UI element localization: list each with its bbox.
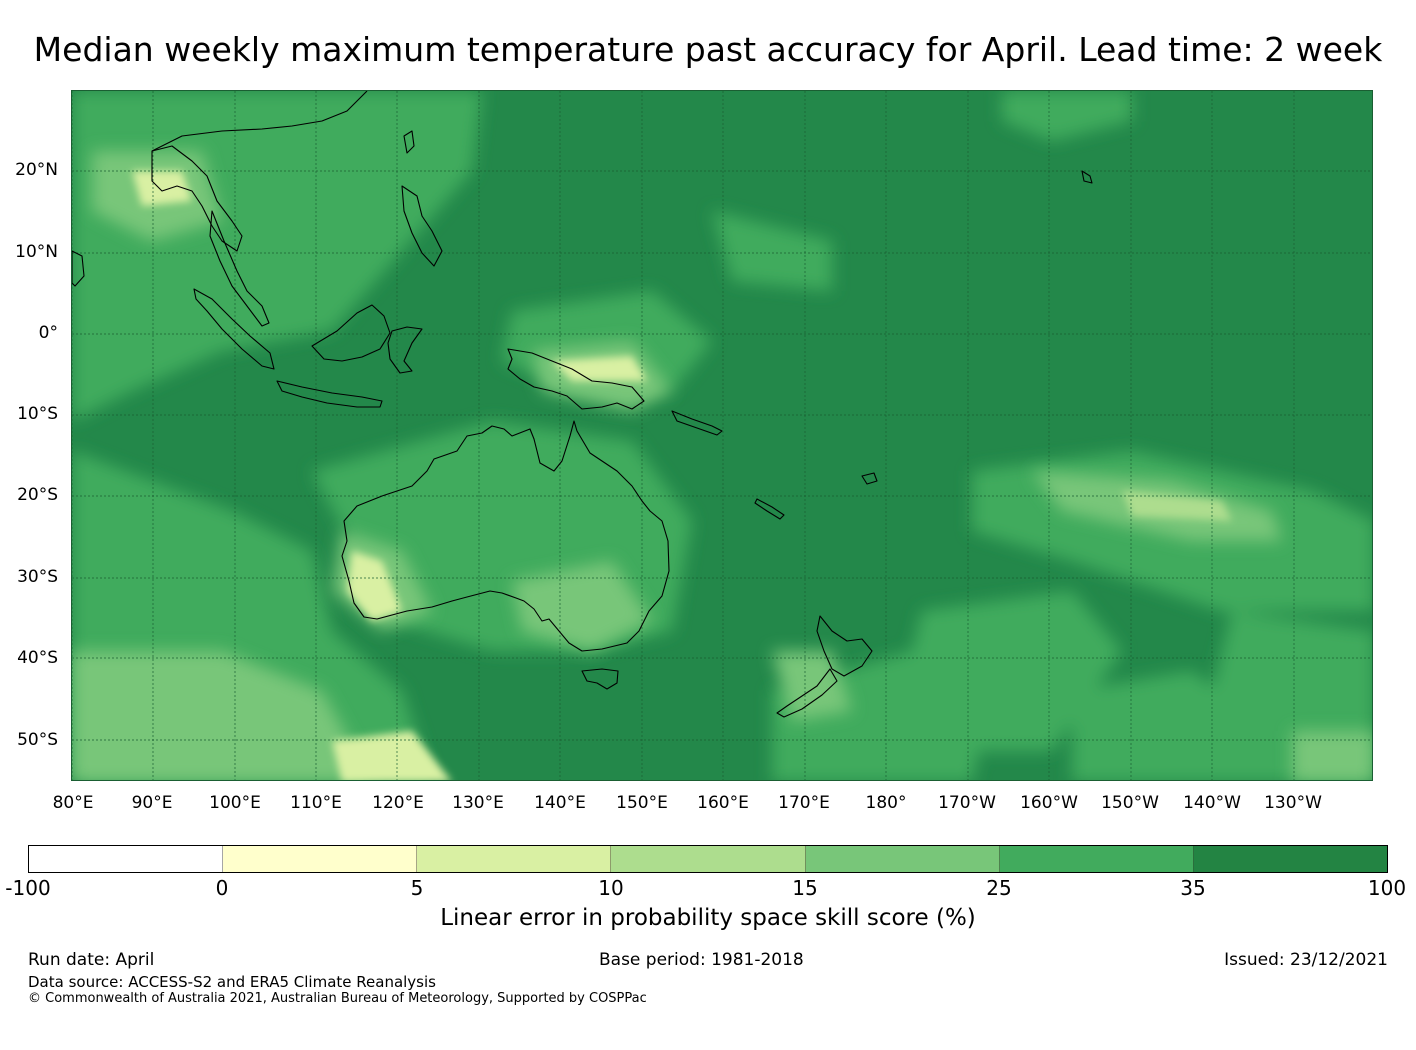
lon-label-130e: 130°E <box>452 793 504 813</box>
coast-new-caledonia <box>754 498 785 520</box>
coast-tasmania <box>581 668 619 690</box>
coast-china <box>151 91 368 152</box>
coast-australia <box>341 420 670 652</box>
coast-borneo <box>311 304 391 362</box>
coast-taiwan <box>403 130 415 154</box>
coast-fiji <box>861 472 878 485</box>
copyright: © Commonwealth of Australia 2021, Austra… <box>28 991 647 1006</box>
colorbar-segment <box>1193 846 1387 872</box>
map-title: Median weekly maximum temperature past a… <box>33 30 1383 69</box>
lat-label-30s: 30°S <box>17 567 58 587</box>
lon-label-90e: 90°E <box>131 793 173 813</box>
lat-label-20s: 20°S <box>17 485 58 505</box>
coast-malay-peninsula <box>209 210 270 327</box>
lon-label-140e: 140°E <box>534 793 586 813</box>
colorbar-tick: 15 <box>792 876 818 900</box>
colorbar-tick: 100 <box>1367 876 1407 900</box>
lon-label-100e: 100°E <box>209 793 261 813</box>
issued-date: Issued: 23/12/2021 <box>1224 950 1388 970</box>
colorbar-segment <box>999 846 1194 872</box>
lat-label-50s: 50°S <box>17 730 58 750</box>
colorbar-segment <box>611 846 806 872</box>
base-period: Base period: 1981-2018 <box>599 950 804 970</box>
coast-solomon <box>671 410 723 436</box>
colorbar-tick: 35 <box>1180 876 1206 900</box>
colorbar <box>28 845 1388 873</box>
lon-label-130w: 130°W <box>1264 793 1322 813</box>
coast-philippines <box>401 185 443 267</box>
colorbar-tick: 5 <box>410 876 424 900</box>
colorbar-tick: 10 <box>598 876 624 900</box>
lat-label-20n: 20°N <box>15 160 58 180</box>
coast-hawaii <box>1081 170 1093 184</box>
run-date: Run date: April <box>28 950 155 970</box>
coast-indochina <box>151 145 243 252</box>
colorbar-tick: 25 <box>986 876 1012 900</box>
coastlines <box>72 91 1093 718</box>
coast-south-island-nz <box>776 668 838 718</box>
skill-field-very-low <box>132 171 1232 780</box>
colorbar-segment <box>29 846 224 872</box>
lon-label-180: 180° <box>865 793 907 813</box>
colorbar-label: Linear error in probability space skill … <box>440 905 976 931</box>
lon-label-160w: 160°W <box>1020 793 1078 813</box>
lon-label-160e: 160°E <box>697 793 749 813</box>
lon-label-120e: 120°E <box>372 793 424 813</box>
coast-north-island-nz <box>816 615 873 677</box>
lon-label-170w: 170°W <box>938 793 996 813</box>
colorbar-segment <box>805 846 1000 872</box>
graticule <box>72 91 1372 780</box>
lon-label-150e: 150°E <box>616 793 668 813</box>
coast-new-guinea <box>507 348 645 410</box>
lon-label-150w: 150°W <box>1101 793 1159 813</box>
coast-sulawesi <box>387 326 423 374</box>
colorbar-segment <box>417 846 612 872</box>
lat-label-0: 0° <box>38 323 58 343</box>
colorbar-segment <box>223 846 418 872</box>
lon-label-110e: 110°E <box>290 793 342 813</box>
data-source: Data source: ACCESS-S2 and ERA5 Climate … <box>28 973 436 991</box>
coast-sri-lanka <box>72 250 85 287</box>
lat-label-10s: 10°S <box>17 404 58 424</box>
lon-label-80e: 80°E <box>52 793 94 813</box>
coast-sumatra <box>193 288 275 370</box>
lon-label-170e: 170°E <box>778 793 830 813</box>
map-canvas <box>72 91 1372 780</box>
coast-java <box>276 380 383 408</box>
colorbar-tick: -100 <box>5 876 51 900</box>
colorbar-tick: 0 <box>215 876 229 900</box>
lat-label-10n: 10°N <box>15 242 58 262</box>
lat-label-40s: 40°S <box>17 648 58 668</box>
lon-label-140w: 140°W <box>1183 793 1241 813</box>
skill-score-map <box>71 90 1373 781</box>
